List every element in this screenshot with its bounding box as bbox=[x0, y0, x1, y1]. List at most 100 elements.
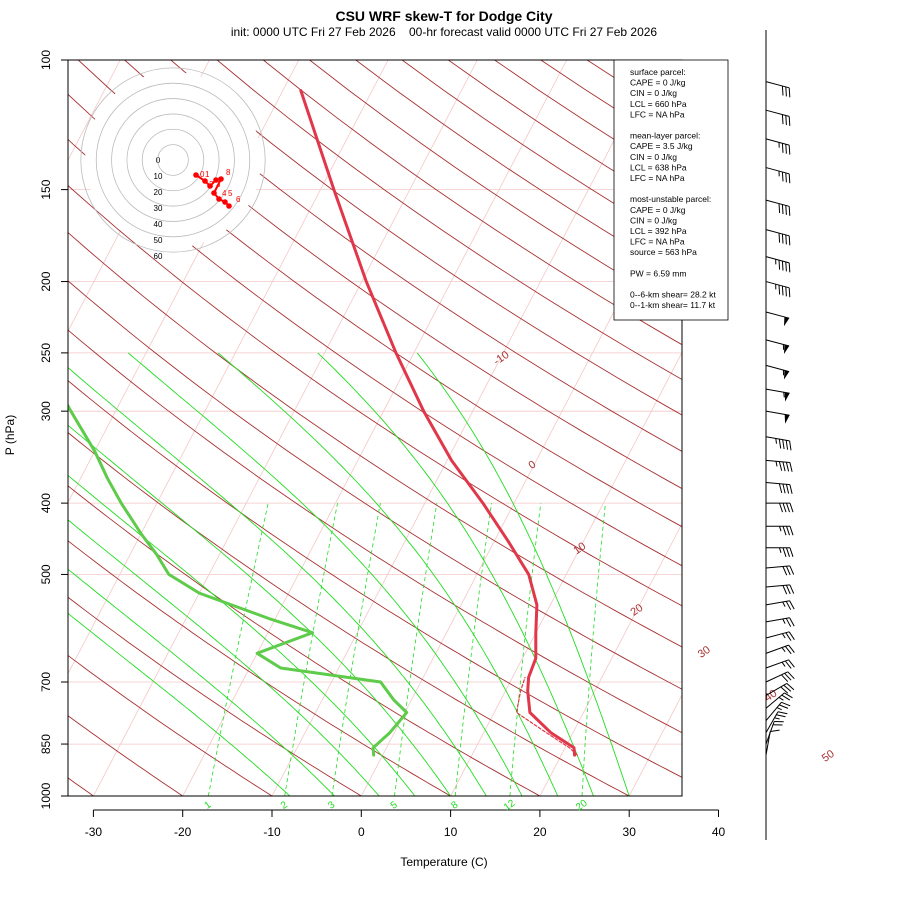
wind-barb-staff bbox=[765, 481, 790, 486]
plot-frame bbox=[67, 59, 683, 797]
wind-barb-flag bbox=[785, 618, 792, 627]
wind-barb-half-flag bbox=[782, 601, 786, 607]
chart-subtitle: init: 0000 UTC Fri 27 Feb 2026 00-hr for… bbox=[231, 25, 658, 39]
wind-barb bbox=[765, 711, 788, 733]
y-tick-label: 100 bbox=[39, 50, 53, 70]
wind-barb-flag bbox=[781, 694, 791, 701]
wind-barb-flag bbox=[782, 585, 788, 595]
wind-barb-staff bbox=[765, 600, 790, 606]
wind-barb-flag bbox=[788, 116, 791, 126]
wind-barb-half-flag bbox=[779, 547, 782, 553]
mixing-ratio-label: 5 bbox=[389, 799, 400, 811]
dry-adiabat bbox=[263, 60, 682, 346]
y-tick-label: 150 bbox=[39, 179, 53, 199]
wind-barb-flag bbox=[781, 143, 784, 153]
info-line: 0--1-km shear= 11.7 kt bbox=[630, 300, 716, 310]
wind-barb-half-flag bbox=[781, 647, 786, 652]
dry-adiabat bbox=[124, 60, 682, 452]
hodograph-ring bbox=[80, 67, 266, 253]
hodograph-point-label: 6 bbox=[236, 195, 241, 204]
isotherm-line bbox=[450, 351, 682, 796]
wind-barb-staff bbox=[765, 692, 785, 709]
x-tick-label: 30 bbox=[623, 825, 637, 839]
hodograph-point bbox=[218, 176, 224, 182]
mixing-ratio-line bbox=[509, 503, 542, 796]
wind-barb-flag bbox=[782, 526, 787, 536]
y-tick-label: 300 bbox=[39, 401, 53, 421]
wind-barb-flag bbox=[784, 645, 792, 655]
wind-barb-half-flag bbox=[781, 633, 786, 639]
wind-barb bbox=[765, 481, 793, 494]
wind-barb bbox=[765, 547, 794, 557]
wind-barb bbox=[765, 600, 795, 610]
info-line: LCL = 638 hPa bbox=[630, 162, 687, 172]
moist-adiabat bbox=[317, 352, 594, 796]
wind-barb bbox=[765, 199, 791, 216]
y-axis-label: P (hPa) bbox=[3, 415, 17, 455]
wind-barb-flag bbox=[785, 172, 787, 183]
wind-barb-flag bbox=[781, 171, 784, 182]
wind-barb-half-flag bbox=[782, 618, 786, 624]
wind-barb bbox=[765, 525, 794, 536]
wind-barb-flag bbox=[784, 672, 792, 681]
wind-barb-flag bbox=[785, 565, 791, 576]
wind-barb bbox=[765, 659, 795, 669]
wind-barb-staff bbox=[765, 711, 779, 733]
isotherm-label: 0 bbox=[527, 459, 539, 472]
y-tick-label: 850 bbox=[39, 734, 53, 754]
wind-barb-flag bbox=[782, 439, 785, 450]
wind-barb-flag bbox=[789, 502, 794, 513]
isotherm-label: 40 bbox=[762, 688, 779, 705]
wind-barb-flag bbox=[778, 461, 783, 471]
dry-adiabat bbox=[68, 93, 682, 528]
wind-barb-flag bbox=[789, 526, 794, 536]
wind-barb bbox=[765, 311, 790, 327]
x-tick-label: -20 bbox=[174, 825, 192, 839]
wind-barb-flag bbox=[788, 235, 791, 246]
temperature-profile bbox=[299, 89, 577, 757]
hodograph-point-label: 8 bbox=[226, 168, 231, 177]
hodograph-ring bbox=[141, 128, 205, 192]
chart-title: CSU WRF skew-T for Dodge City bbox=[335, 8, 552, 24]
hodograph-ring bbox=[111, 98, 235, 222]
isotherm-line bbox=[182, 60, 568, 796]
dry-adiabat bbox=[68, 485, 541, 796]
wind-barb bbox=[765, 138, 791, 155]
dry-adiabat bbox=[68, 432, 631, 796]
wind-barb-staff bbox=[765, 701, 782, 721]
hodograph-ring bbox=[157, 144, 189, 176]
mixing-ratio-label: 8 bbox=[449, 799, 460, 811]
info-box-frame bbox=[613, 59, 729, 321]
wind-barb-flag bbox=[783, 684, 792, 692]
wind-barb bbox=[765, 436, 792, 451]
wind-barb-staff bbox=[765, 229, 790, 237]
wind-barb-flag bbox=[784, 692, 793, 699]
wind-barb-pennant bbox=[784, 414, 790, 424]
hodograph-point bbox=[207, 183, 213, 189]
wind-barb-flag bbox=[786, 526, 790, 536]
wind-barb-flag bbox=[785, 440, 789, 450]
hodograph-ring-label: 30 bbox=[154, 204, 163, 213]
wind-barb-staff bbox=[765, 631, 790, 639]
moist-adiabat bbox=[68, 474, 416, 796]
wind-barb-flag bbox=[786, 683, 795, 691]
wind-barb-flag bbox=[785, 632, 792, 641]
wind-barb bbox=[765, 167, 791, 184]
wind-barb-staff bbox=[765, 410, 790, 416]
wind-barb-flag bbox=[788, 644, 795, 653]
wind-barb bbox=[765, 339, 790, 354]
wind-barb-flag bbox=[787, 671, 795, 680]
dry-adiabat bbox=[68, 329, 682, 734]
info-line: CIN = 0 J/kg bbox=[630, 215, 677, 225]
info-line: LCL = 660 hPa bbox=[630, 99, 687, 109]
wind-barb-pennant bbox=[784, 370, 790, 380]
y-tick-label: 250 bbox=[39, 343, 53, 363]
wind-barb-flag bbox=[779, 704, 789, 709]
wind-barb-flag bbox=[782, 502, 787, 513]
isotherm-line bbox=[889, 60, 900, 812]
wind-barb bbox=[765, 502, 794, 513]
wind-barb-staff bbox=[765, 199, 790, 207]
dry-adiabat bbox=[68, 540, 452, 796]
